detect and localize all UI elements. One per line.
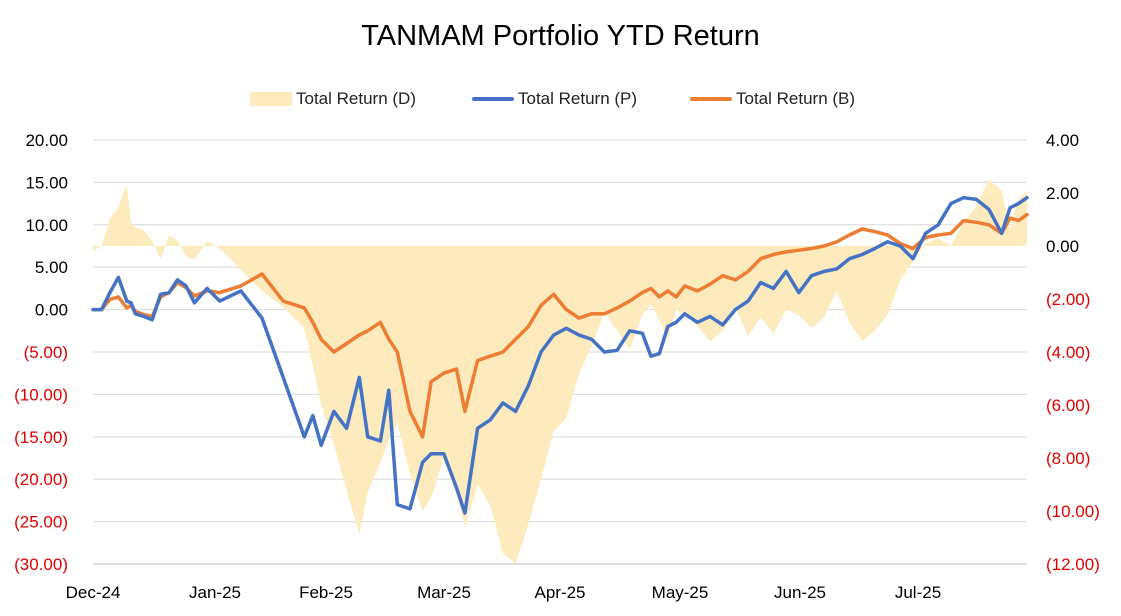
y-right-tick-label: (2.00): [1046, 290, 1090, 309]
axes: 20.00 15.00 10.00 5.00 0.00 (5.00) (10.00) (15.…: [14, 131, 1100, 602]
y-right-tick-label: 0.00: [1046, 237, 1079, 256]
y-right-tick-label: 2.00: [1046, 184, 1079, 203]
y-left-tick-label: (5.00): [24, 343, 68, 362]
legend-label-d: Total Return (D): [296, 89, 416, 108]
chart-title: TANMAM Portfolio YTD Return: [361, 20, 760, 52]
y-left-tick-label: 5.00: [35, 258, 68, 277]
x-tick-label: Apr-25: [534, 583, 585, 602]
y-right-tick-label: 4.00: [1046, 131, 1079, 150]
y-left-tick-label: (10.00): [14, 385, 68, 404]
legend-label-p: Total Return (P): [518, 89, 638, 108]
y-left-tick-label: (15.00): [14, 428, 68, 447]
x-tick-label: Jan-25: [189, 583, 241, 602]
y-right-tick-label: (8.00): [1046, 449, 1090, 468]
x-tick-label: Feb-25: [299, 583, 353, 602]
y-right-tick-label: (4.00): [1046, 343, 1090, 362]
legend-label-b: Total Return (B): [736, 89, 856, 108]
y-left-tick-label: 0.00: [35, 301, 68, 320]
y-left-tick-label: 15.00: [25, 173, 68, 192]
x-tick-label: Mar-25: [417, 583, 471, 602]
x-tick-label: Dec-24: [66, 583, 121, 602]
line-total-return-p: [91, 195, 1029, 515]
x-tick-label: Jun-25: [774, 583, 826, 602]
legend: Total Return (D) Total Return (P) Total …: [0, 86, 1121, 112]
legend-item-total-return-b: Total Return (B): [690, 86, 855, 112]
y-left-tick-label: (20.00): [14, 470, 68, 489]
legend-swatch-d: [250, 92, 292, 106]
legend-swatch-b: [690, 97, 732, 101]
y-left-tick-label: 20.00: [25, 131, 68, 150]
y-left-tick-label: (25.00): [14, 513, 68, 532]
area-total-return-d: [93, 179, 1027, 565]
legend-item-total-return-d: Total Return (D): [250, 86, 416, 112]
line-series-layer: [91, 195, 1029, 515]
y-right-tick-label: (10.00): [1046, 502, 1100, 521]
x-tick-label: May-25: [652, 583, 709, 602]
y-left-tick-label: (30.00): [14, 555, 68, 574]
y-right-tick-label: (12.00): [1046, 555, 1100, 574]
legend-swatch-p: [472, 97, 514, 101]
area-series-layer: [93, 179, 1027, 565]
legend-item-total-return-p: Total Return (P): [472, 86, 637, 112]
x-tick-label: Jul-25: [895, 583, 941, 602]
y-right-tick-label: (6.00): [1046, 396, 1090, 415]
y-left-tick-label: 10.00: [25, 216, 68, 235]
